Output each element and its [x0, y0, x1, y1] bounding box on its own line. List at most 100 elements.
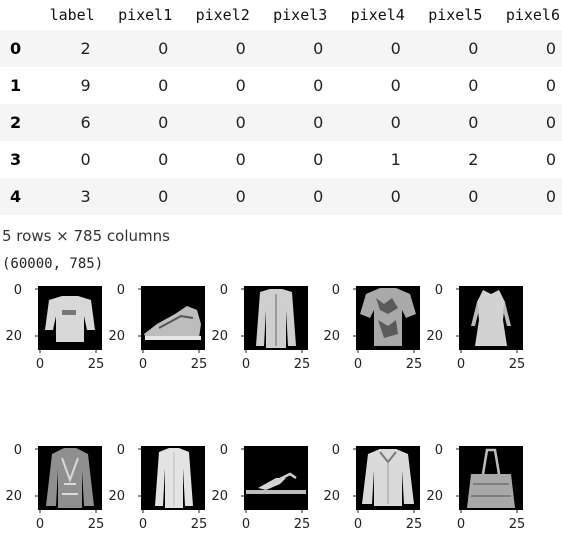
ytick-label: 20 [323, 489, 340, 504]
table-cell: 3 [80, 187, 91, 206]
table-cell: 0 [545, 39, 556, 58]
table-cell: 0 [235, 113, 246, 132]
xtick-label: 25 [88, 517, 104, 532]
dataframe-table: label pixel1 pixel2 pixel3 pixel4 pixel5… [0, 0, 562, 215]
table-cell: 0 [235, 187, 246, 206]
xtick-label: 25 [191, 517, 207, 532]
ytick-label: 0 [435, 283, 443, 298]
table-cell: 0 [313, 113, 324, 132]
table-cell: 0 [468, 113, 479, 132]
ytick-label: 20 [108, 329, 125, 344]
coat-icon [46, 448, 94, 508]
column-header-pixel6: pixel6 [505, 6, 560, 24]
ytick-label: 0 [220, 443, 228, 458]
table-cell: 0 [158, 113, 169, 132]
image-subplot: 0 20 0 25 [210, 440, 310, 540]
image-subplot: 0 20 0 25 [4, 280, 104, 380]
ytick-label: 0 [14, 283, 22, 298]
table-cell: 0 [313, 187, 324, 206]
image-subplot: 0 20 0 25 [107, 440, 207, 540]
image-subplot: 0 20 0 25 [210, 280, 310, 380]
column-header-pixel5: pixel5 [428, 6, 483, 24]
bag-icon [467, 448, 515, 508]
column-header-pixel4: pixel4 [350, 6, 405, 24]
image-subplot: 0 20 0 25 [4, 440, 104, 540]
ytick-label: 0 [117, 283, 125, 298]
ytick-label: 0 [220, 283, 228, 298]
column-header-pixel1: pixel1 [118, 6, 173, 24]
table-cell: 0 [158, 150, 169, 169]
table-cell: 0 [158, 76, 169, 95]
xtick-label: 25 [406, 357, 422, 372]
table-cell: 0 [468, 187, 479, 206]
table-cell: 9 [80, 76, 91, 95]
dataframe-size-note: 5 rows × 785 columns [2, 227, 170, 245]
table-cell: 0 [545, 187, 556, 206]
table-cell: 1 [390, 150, 401, 169]
table-cell: 0 [158, 187, 169, 206]
table-cell: 0 [390, 187, 401, 206]
xtick-label: 0 [139, 517, 147, 532]
table-cell: 6 [80, 113, 91, 132]
dress-icon [471, 290, 511, 346]
table-cell: 0 [313, 150, 324, 169]
table-cell: 0 [468, 76, 479, 95]
ytick-label: 20 [5, 329, 22, 344]
table-row: 1 9 0 0 0 0 0 0 [0, 67, 562, 104]
ytick-label: 0 [117, 443, 125, 458]
row-index: 4 [10, 187, 22, 206]
ytick-label: 20 [108, 489, 125, 504]
table-cell: 0 [468, 39, 479, 58]
table-cell: 0 [235, 150, 246, 169]
image-subplot: 0 20 0 25 [322, 280, 422, 380]
image-subplot: 0 20 0 25 [322, 440, 422, 540]
coat-icon [155, 448, 193, 508]
image-subplot: 0 20 0 25 [425, 280, 525, 380]
image-grid: 0 20 0 25 0 20 0 25 [0, 280, 562, 546]
xtick-label: 25 [509, 357, 525, 372]
table-cell: 0 [313, 39, 324, 58]
table-row: 3 0 0 0 0 1 2 0 [0, 141, 562, 178]
column-header-index [0, 0, 38, 30]
row-index: 3 [10, 150, 22, 169]
table-cell: 0 [158, 39, 169, 58]
xtick-label: 25 [406, 517, 422, 532]
ytick-label: 0 [332, 283, 340, 298]
xtick-label: 0 [354, 357, 362, 372]
table-cell: 0 [390, 76, 401, 95]
xtick-label: 0 [139, 357, 147, 372]
table-cell: 0 [235, 76, 246, 95]
xtick-label: 0 [457, 517, 465, 532]
ytick-label: 20 [426, 489, 443, 504]
xtick-label: 0 [36, 517, 44, 532]
xtick-label: 25 [88, 357, 104, 372]
image-subplot: 0 20 0 25 [425, 440, 525, 540]
xtick-label: 25 [191, 357, 207, 372]
xtick-label: 0 [36, 357, 44, 372]
row-index: 2 [10, 113, 22, 132]
sandal-icon [246, 472, 306, 494]
table-cell: 0 [545, 76, 556, 95]
table-cell: 0 [390, 113, 401, 132]
xtick-label: 25 [294, 517, 310, 532]
column-header-pixel2: pixel2 [195, 6, 250, 24]
table-cell: 2 [80, 39, 91, 58]
sneaker-icon [144, 306, 201, 340]
table-row: 2 6 0 0 0 0 0 0 [0, 104, 562, 141]
table-cell: 0 [235, 39, 246, 58]
ytick-label: 20 [323, 329, 340, 344]
shirt-icon [256, 289, 296, 348]
ytick-label: 0 [14, 443, 22, 458]
ytick-label: 20 [5, 489, 22, 504]
table-cell: 2 [468, 150, 479, 169]
row-index: 0 [10, 39, 22, 58]
xtick-label: 0 [457, 357, 465, 372]
table-row: 4 3 0 0 0 0 0 0 [0, 178, 562, 215]
ytick-label: 0 [332, 443, 340, 458]
tshirt-icon [360, 288, 416, 346]
table-header-row: label pixel1 pixel2 pixel3 pixel4 pixel5… [0, 0, 562, 30]
sweater-icon [45, 296, 95, 342]
xtick-label: 0 [242, 517, 250, 532]
ytick-label: 20 [426, 329, 443, 344]
pullover-icon [362, 449, 414, 506]
